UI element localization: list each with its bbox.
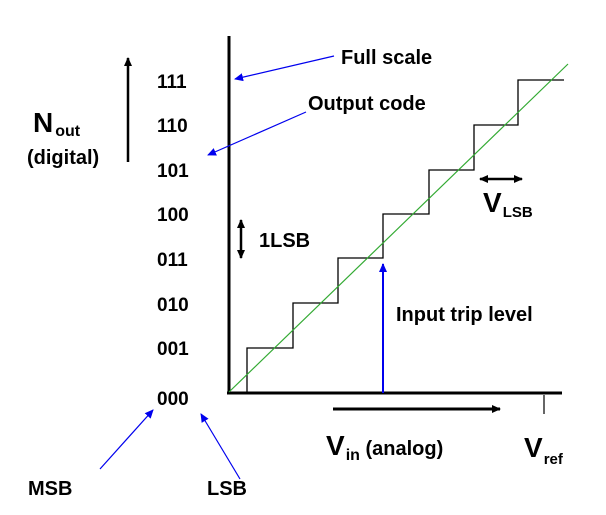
y-axis-title-subscript: out — [55, 123, 81, 140]
vlsb-label: VLSB — [483, 187, 533, 221]
x-axis-title-subscript: in — [346, 447, 360, 464]
y-axis-note: (digital) — [27, 147, 99, 169]
vlsb-label-subscript: LSB — [503, 204, 533, 221]
full-scale-label: Full scale — [341, 47, 432, 69]
vref-label-main: V — [524, 432, 543, 463]
x-axis-title-main: V — [326, 430, 345, 461]
code-label-001: 001 — [157, 339, 189, 360]
lsb-label: LSB — [207, 478, 247, 500]
output-code-label: Output code — [308, 93, 426, 115]
x-axis-title-note: (analog) — [360, 438, 443, 460]
input-trip-level-label: Input trip level — [396, 304, 533, 326]
code-label-000: 000 — [157, 389, 189, 410]
ideal-transfer-line — [228, 63, 569, 393]
staircase-transfer-curve — [229, 79, 564, 394]
y-axis-title-main: N — [33, 107, 53, 138]
msb-pointer — [99, 409, 154, 470]
y-code-labels: 000 001 010 011 100 101 110 111 — [157, 72, 189, 410]
vref-label: Vref — [524, 432, 564, 468]
code-label-110: 110 — [157, 116, 188, 137]
full-scale-pointer — [234, 55, 335, 82]
lsb-pointer — [200, 413, 241, 480]
code-label-011: 011 — [157, 250, 188, 271]
output-code-pointer — [207, 111, 307, 156]
code-label-111: 111 — [157, 72, 187, 93]
code-label-010: 010 — [157, 295, 189, 316]
msb-label: MSB — [28, 478, 72, 500]
one-lsb-label: 1LSB — [259, 230, 310, 252]
code-label-100: 100 — [157, 205, 189, 226]
code-label-101: 101 — [157, 161, 189, 182]
vref-label-subscript: ref — [544, 451, 564, 468]
vlsb-label-main: V — [483, 187, 502, 218]
x-axis-title: Vin (analog) — [326, 430, 443, 464]
